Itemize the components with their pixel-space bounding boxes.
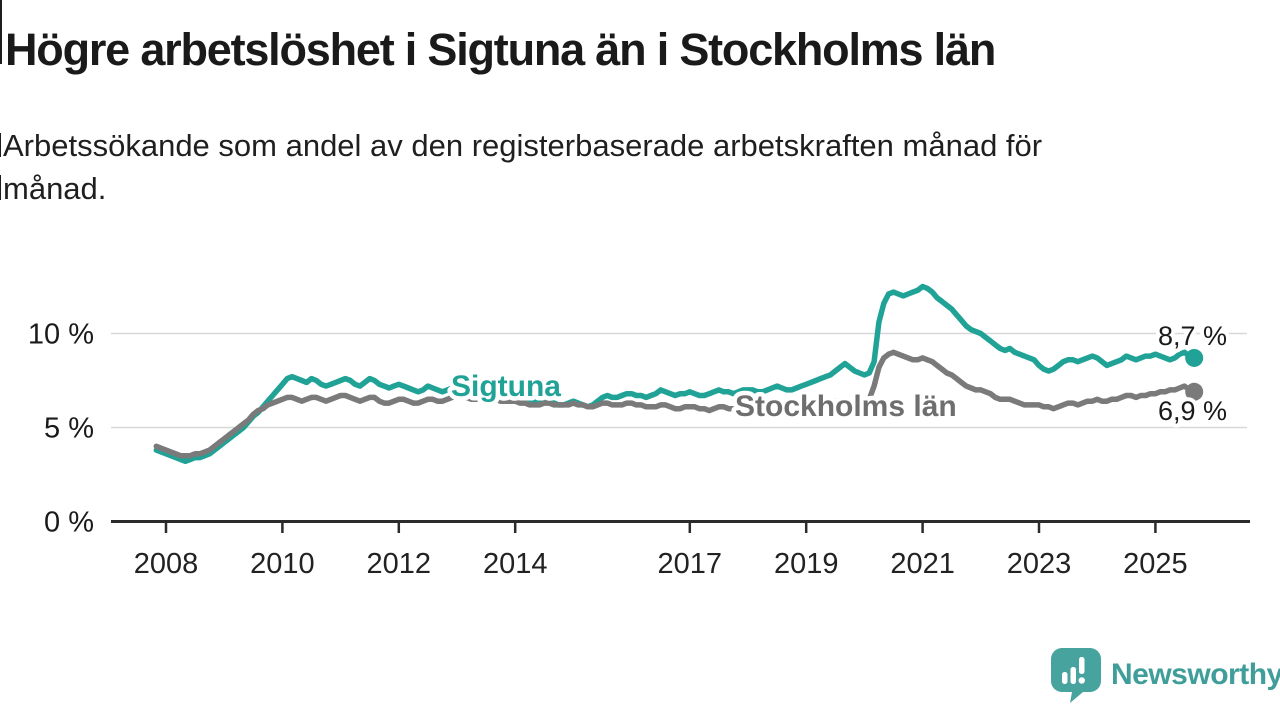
x-tick-label-2010: 2010 [250,548,315,580]
x-tick-label-2023: 2023 [1007,548,1072,580]
newsworthy-logo-icon [1051,648,1101,703]
x-tick-label-2008: 2008 [134,548,199,580]
x-tick-label-2025: 2025 [1123,548,1188,580]
chart-subtitle: Arbetssökande som andel av den registerb… [3,128,1043,206]
end-value-label-stockholms-l-n: 6,9 % [1158,396,1227,426]
x-tick-label-2012: 2012 [367,548,432,580]
x-tick-label-2019: 2019 [774,548,839,580]
left-edge-artifact [0,175,1,200]
line-chart-svg: 2008 2010 2012 2014 2017 2019 2021 2023 2025 0 % 5… [28,283,1250,580]
left-edge-artifact [0,133,1,157]
y-tick-label-10pct: 10 % [28,319,94,351]
y-tick-label-0pct: 0 % [44,507,94,539]
brand-logo: Newsworthy [1049,645,1280,705]
brand-name: Newsworthy [1111,658,1280,691]
chart-title: Högre arbetslöshet i Sigtuna än i Stockh… [5,24,996,75]
series-line-sigtuna [153,283,1197,465]
x-tick-label-2014: 2014 [483,548,548,580]
end-value-label-sigtuna: 8,7 % [1158,321,1227,351]
x-tick-label-2017: 2017 [658,548,723,580]
line-chart: 2008 2010 2012 2014 2017 2019 2021 2023 2025 0 % 5… [0,230,1280,600]
x-tick-label-2021: 2021 [890,548,955,580]
series-line-stockholms-l-n [153,349,1197,459]
series-label-stockholms-lan: Stockholms län [735,390,957,423]
y-tick-label-5pct: 5 % [44,413,94,445]
series-label-sigtuna: Sigtuna [451,370,561,403]
end-dot-sigtuna [1185,348,1204,367]
left-edge-artifact [0,0,2,64]
end-dot-stockholms-l-n [1185,382,1204,401]
